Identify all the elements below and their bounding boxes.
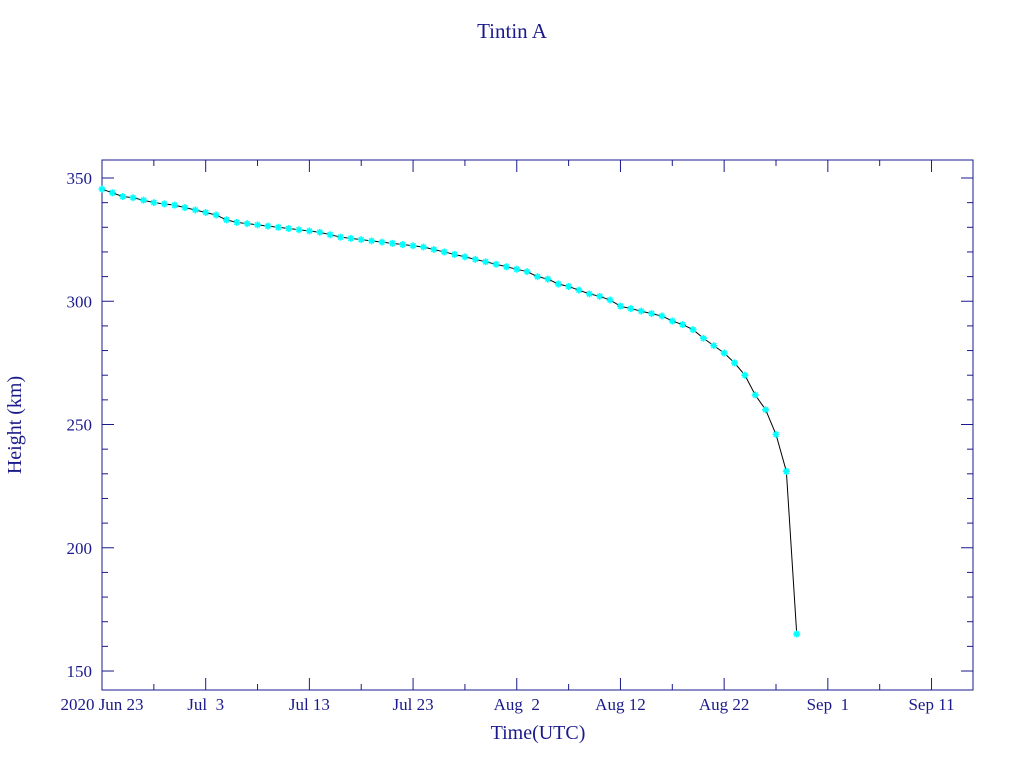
data-marker: [679, 321, 687, 329]
data-marker: [129, 194, 137, 202]
data-marker: [243, 220, 251, 228]
data-marker: [440, 248, 448, 256]
y-tick-label: 150: [67, 662, 93, 681]
data-marker: [668, 317, 676, 325]
data-marker: [98, 185, 106, 193]
data-marker: [409, 242, 417, 250]
data-marker: [606, 296, 614, 304]
data-marker: [648, 310, 656, 318]
x-tick-label: 2020 Jun 23: [60, 695, 143, 714]
data-marker: [191, 206, 199, 214]
data-marker: [399, 241, 407, 249]
y-tick-label: 350: [67, 169, 93, 188]
data-marker: [575, 286, 583, 294]
data-marker: [254, 221, 262, 229]
data-marker: [461, 253, 469, 261]
x-tick-label: Jul 23: [393, 695, 434, 714]
y-tick-label: 300: [67, 292, 93, 311]
data-marker: [658, 312, 666, 320]
data-marker: [274, 223, 282, 231]
y-tick-label: 200: [67, 539, 93, 558]
data-marker: [793, 630, 801, 638]
data-marker: [430, 245, 438, 253]
data-marker: [471, 255, 479, 263]
data-marker: [565, 282, 573, 290]
data-marker: [616, 302, 624, 310]
data-marker: [710, 342, 718, 350]
data-marker: [585, 290, 593, 298]
data-marker: [502, 263, 510, 271]
data-marker: [627, 305, 635, 313]
data-marker: [513, 265, 521, 273]
data-marker: [492, 260, 500, 268]
data-marker: [347, 234, 355, 242]
x-tick-label: Jul 13: [289, 695, 330, 714]
data-marker: [772, 430, 780, 438]
data-marker: [119, 192, 127, 200]
data-line: [101, 188, 798, 635]
data-marker: [139, 196, 147, 204]
data-marker: [181, 204, 189, 212]
data-marker: [212, 211, 220, 219]
data-marker: [544, 275, 552, 283]
data-marker: [637, 307, 645, 315]
y-axis-label: Height (km): [4, 376, 26, 474]
data-marker: [316, 228, 324, 236]
data-marker: [150, 199, 158, 207]
data-marker: [368, 237, 376, 245]
data-marker: [741, 371, 749, 379]
data-marker: [720, 349, 728, 357]
data-marker: [482, 258, 490, 266]
data-marker: [782, 467, 790, 475]
x-axis-label: Time(UTC): [491, 722, 586, 744]
data-marker: [295, 226, 303, 234]
data-marker: [596, 292, 604, 300]
data-marker: [171, 201, 179, 209]
data-marker: [388, 239, 396, 247]
data-marker: [285, 225, 293, 233]
data-marker: [731, 359, 739, 367]
y-tick-label: 250: [67, 416, 93, 435]
x-tick-label: Sep 1: [807, 695, 850, 714]
data-marker: [108, 189, 116, 197]
x-tick-label: Aug 2: [494, 695, 540, 714]
data-marker: [233, 218, 241, 226]
data-marker: [378, 238, 386, 246]
data-marker: [357, 236, 365, 244]
data-marker: [554, 280, 562, 288]
data-marker: [699, 334, 707, 342]
chart-title: Tintin A: [477, 19, 548, 43]
data-marker: [689, 326, 697, 334]
x-tick-label: Aug 12: [595, 695, 646, 714]
data-marker: [751, 391, 759, 399]
data-marker: [534, 273, 541, 281]
data-marker: [326, 231, 334, 239]
data-marker: [264, 222, 272, 230]
data-marker: [419, 243, 427, 251]
x-tick-label: Jul 3: [187, 695, 224, 714]
data-marker: [336, 233, 344, 241]
data-marker: [762, 406, 770, 414]
data-marker: [202, 209, 210, 217]
data-marker: [523, 268, 531, 276]
x-tick-label: Aug 22: [699, 695, 750, 714]
data-marker: [160, 200, 168, 208]
x-tick-label: Sep 11: [908, 695, 954, 714]
data-marker: [451, 250, 459, 258]
data-marker: [222, 216, 230, 224]
plot-frame: [101, 159, 974, 691]
data-marker: [305, 227, 313, 235]
